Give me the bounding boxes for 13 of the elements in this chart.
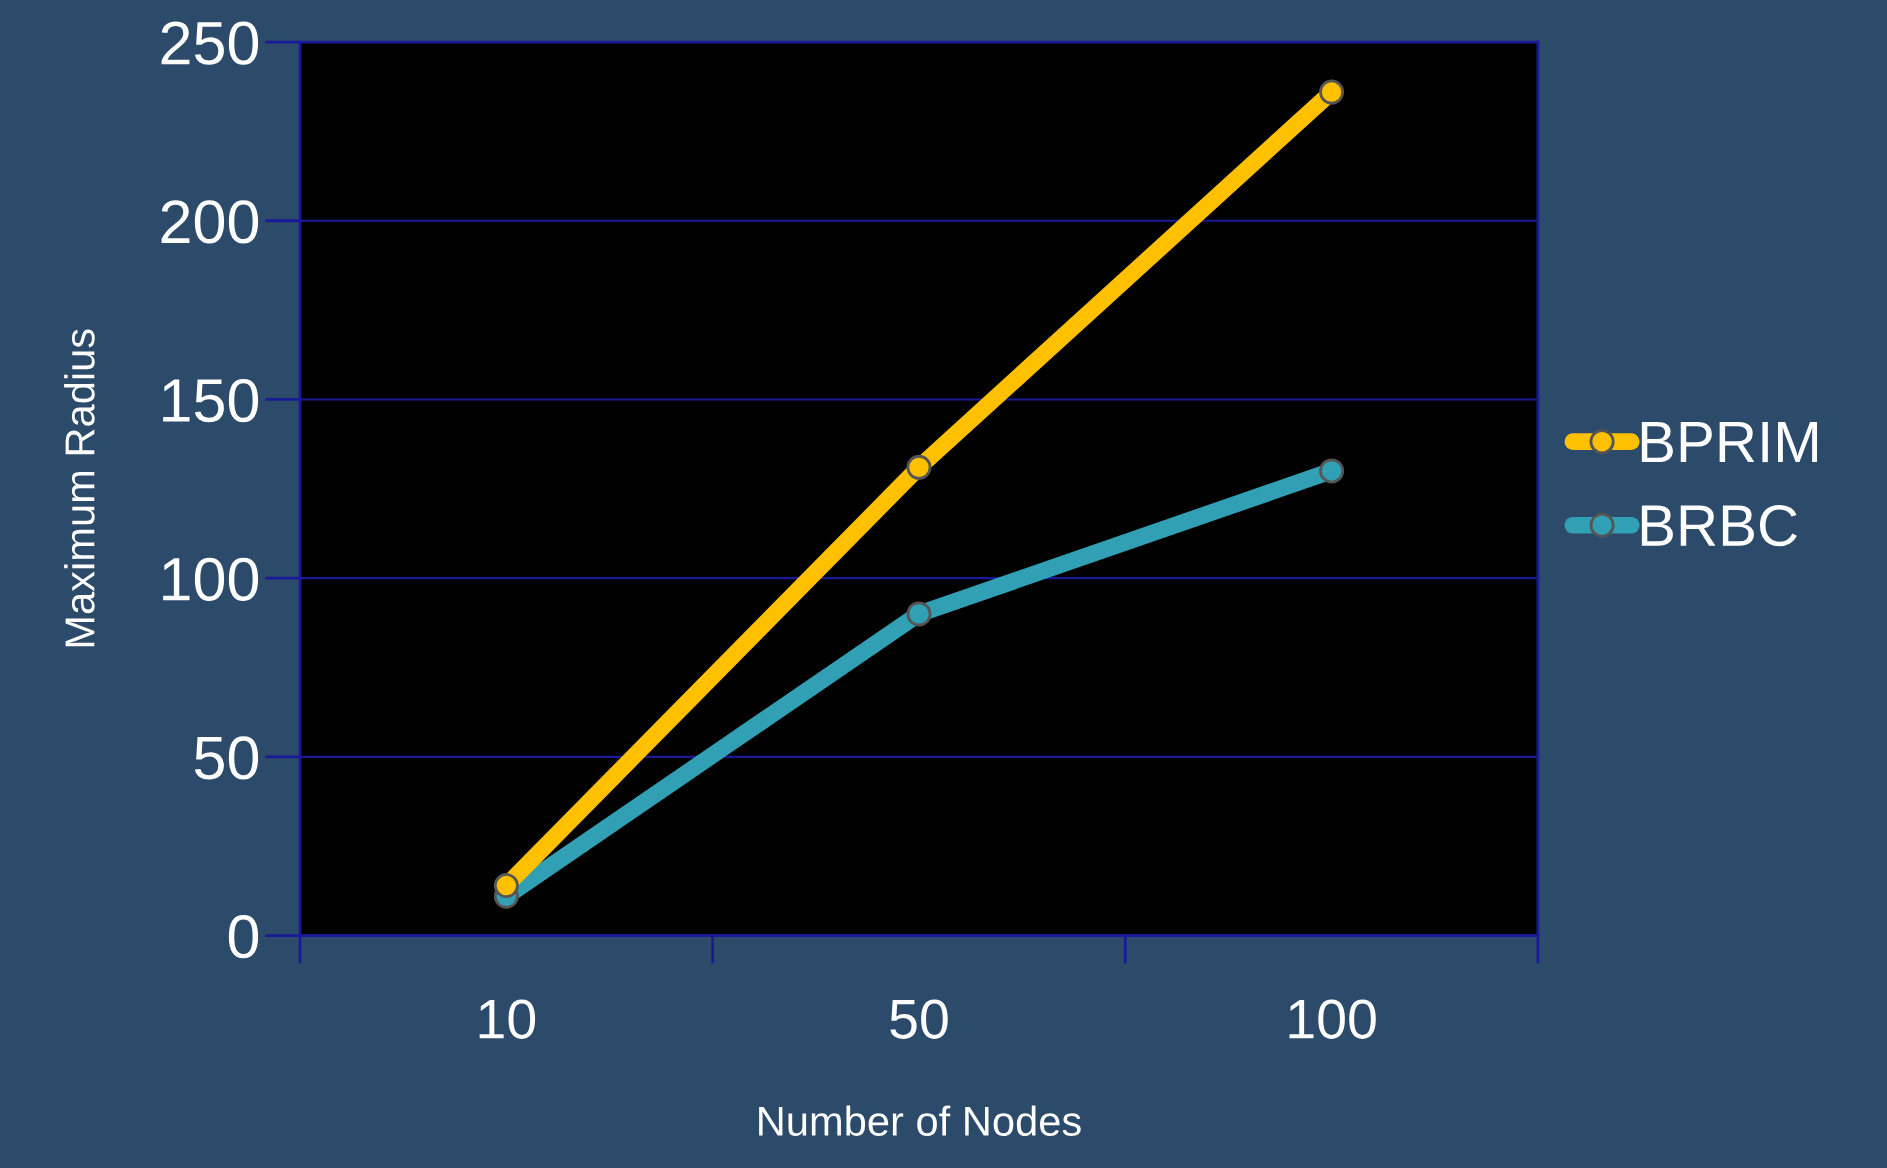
y-tick-label: 50 — [194, 736, 259, 780]
y-tick-label: 250 — [161, 21, 259, 65]
y-axis-title: Maximum Radius — [64, 329, 95, 647]
x-tick-label: 100 — [1289, 999, 1376, 1039]
legend-label: BPRIM — [1641, 421, 1818, 463]
x-tick-label: 10 — [479, 999, 536, 1039]
y-tick-label: 0 — [228, 915, 259, 959]
legend-label: BRBC — [1641, 504, 1797, 547]
y-tick-label: 150 — [163, 378, 259, 423]
x-tick-label: 50 — [890, 999, 948, 1039]
y-tick-label: 100 — [163, 557, 259, 601]
x-axis-title: Number of Nodes — [759, 1105, 1081, 1137]
y-tick-label: 200 — [161, 200, 259, 244]
